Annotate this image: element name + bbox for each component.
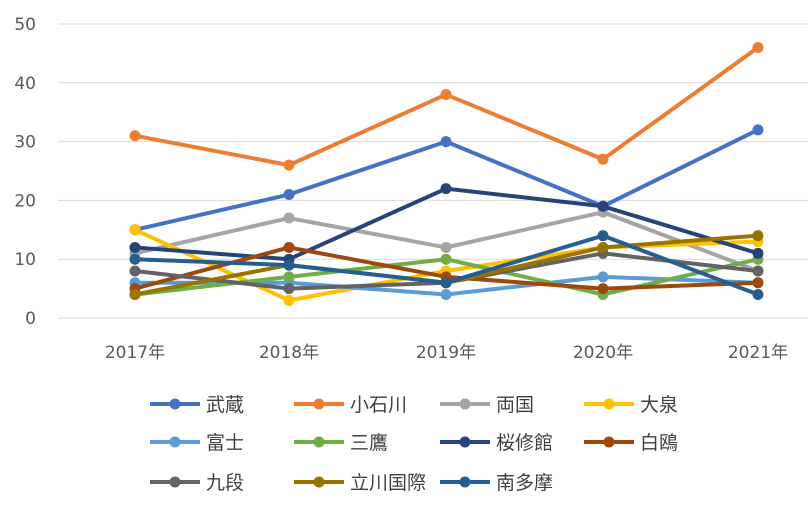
y-tick-label: 30 bbox=[14, 133, 36, 153]
legend-label: 小石川 bbox=[350, 394, 407, 416]
data-point bbox=[440, 183, 452, 195]
data-point bbox=[597, 230, 609, 242]
legend-swatch-marker bbox=[459, 398, 471, 410]
data-point bbox=[283, 294, 295, 306]
series-1 bbox=[129, 124, 764, 236]
legend-item: 桜修館 bbox=[440, 432, 553, 454]
y-tick-label: 50 bbox=[14, 15, 36, 35]
data-point bbox=[752, 288, 764, 300]
y-tick-label: 40 bbox=[14, 74, 36, 94]
legend-item: 立川国際 bbox=[294, 472, 426, 494]
series-7 bbox=[129, 183, 764, 265]
data-point bbox=[283, 159, 295, 171]
legend-item: 両国 bbox=[440, 394, 534, 416]
data-point bbox=[752, 42, 764, 54]
legend-swatch-marker bbox=[313, 476, 325, 488]
legend-swatch-marker bbox=[169, 398, 181, 410]
data-point bbox=[283, 283, 295, 295]
legend-item: 南多摩 bbox=[440, 472, 553, 494]
data-point bbox=[283, 241, 295, 253]
x-axis-ticks: 2017年 2018年 2019年 2020年 2021年 bbox=[105, 343, 788, 363]
legend-label: 三鷹 bbox=[350, 432, 388, 454]
y-tick-label: 10 bbox=[14, 250, 36, 270]
data-point bbox=[597, 200, 609, 212]
data-point bbox=[129, 288, 141, 300]
series-line bbox=[133, 45, 760, 168]
data-point bbox=[283, 189, 295, 201]
y-axis-ticks: 0 10 20 30 40 50 bbox=[14, 15, 36, 329]
data-point bbox=[129, 253, 141, 265]
legend-swatch-marker bbox=[459, 476, 471, 488]
data-point bbox=[440, 288, 452, 300]
series-lines bbox=[129, 42, 764, 306]
legend-label: 立川国際 bbox=[350, 472, 426, 494]
data-point bbox=[440, 241, 452, 253]
data-point bbox=[752, 124, 764, 136]
series-2 bbox=[129, 42, 764, 171]
data-point bbox=[440, 277, 452, 289]
data-point bbox=[752, 230, 764, 242]
legend-label: 両国 bbox=[496, 394, 534, 416]
data-point bbox=[283, 259, 295, 271]
data-point bbox=[597, 153, 609, 165]
legend-swatch-marker bbox=[313, 436, 325, 448]
data-point bbox=[283, 212, 295, 224]
legend-item: 白鴎 bbox=[584, 432, 678, 454]
data-point bbox=[752, 277, 764, 289]
data-point bbox=[129, 241, 141, 253]
legend-label: 桜修館 bbox=[496, 432, 553, 454]
data-point bbox=[440, 253, 452, 265]
series-11 bbox=[129, 230, 764, 300]
data-point bbox=[752, 247, 764, 259]
data-point bbox=[283, 271, 295, 283]
legend-swatch-marker bbox=[169, 436, 181, 448]
legend-swatch-marker bbox=[459, 436, 471, 448]
data-point bbox=[440, 136, 452, 148]
legend-swatch-marker bbox=[603, 436, 615, 448]
legend-swatch-marker bbox=[313, 398, 325, 410]
legend-item: 大泉 bbox=[584, 394, 678, 416]
legend-item: 三鷹 bbox=[294, 432, 388, 454]
data-point bbox=[597, 271, 609, 283]
legend-label: 富士 bbox=[206, 432, 244, 454]
legend-label: 大泉 bbox=[640, 394, 678, 416]
legend-label: 白鴎 bbox=[640, 432, 678, 454]
data-point bbox=[129, 224, 141, 236]
legend-swatch-marker bbox=[603, 398, 615, 410]
x-tick-label: 2020年 bbox=[573, 343, 633, 363]
legend-item: 富士 bbox=[150, 432, 244, 454]
x-tick-label: 2018年 bbox=[259, 343, 319, 363]
y-tick-label: 20 bbox=[14, 191, 36, 211]
x-tick-label: 2017年 bbox=[105, 343, 165, 363]
x-tick-label: 2019年 bbox=[416, 343, 476, 363]
x-tick-label: 2021年 bbox=[728, 343, 788, 363]
y-tick-label: 0 bbox=[25, 309, 36, 329]
legend-label: 南多摩 bbox=[496, 472, 553, 494]
data-point bbox=[440, 89, 452, 101]
data-point bbox=[597, 283, 609, 295]
data-point bbox=[129, 130, 141, 142]
legend-label: 九段 bbox=[206, 472, 244, 494]
legend-swatch-marker bbox=[169, 476, 181, 488]
data-point bbox=[597, 241, 609, 253]
legend-item: 武蔵 bbox=[150, 394, 244, 416]
legend-item: 九段 bbox=[150, 472, 244, 494]
data-point bbox=[752, 265, 764, 277]
legend-label: 武蔵 bbox=[206, 394, 244, 416]
data-point bbox=[129, 265, 141, 277]
legend-item: 小石川 bbox=[294, 394, 407, 416]
